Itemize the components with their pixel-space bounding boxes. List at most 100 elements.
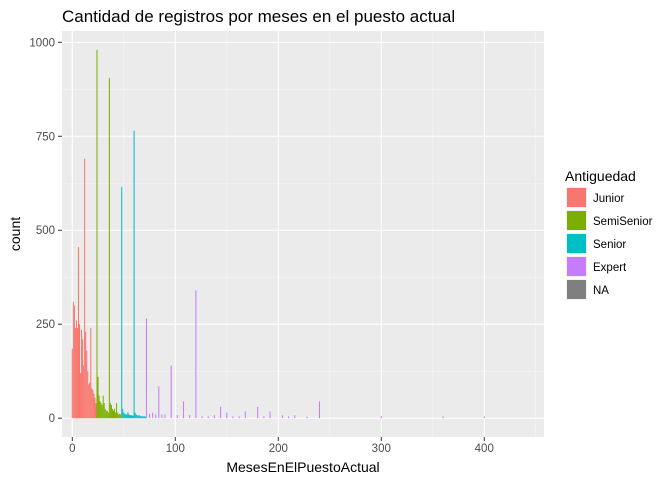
bar-senior — [141, 416, 143, 419]
bar-senior — [125, 414, 127, 419]
legend-swatch-semisenior — [567, 211, 586, 230]
bar-expert — [213, 415, 215, 419]
y-tick-label: 1000 — [29, 37, 55, 49]
bar-semisenior — [118, 414, 120, 419]
bar-expert — [244, 411, 246, 419]
bar-expert — [238, 416, 240, 419]
bar-senior — [136, 415, 138, 419]
bar-expert — [161, 414, 163, 419]
bar-senior — [132, 415, 134, 419]
bar-senior — [133, 130, 135, 419]
bar-junior — [75, 320, 77, 419]
bar-junior — [85, 331, 87, 419]
bar-expert — [176, 415, 178, 419]
legend-label-senior: Senior — [593, 239, 626, 251]
bar-junior — [88, 384, 90, 419]
bar-junior — [89, 382, 91, 419]
bar-semisenior — [96, 49, 98, 419]
bar-senior — [135, 414, 137, 419]
bar-senior — [138, 415, 140, 419]
legend-swatch-senior — [567, 234, 586, 253]
bar-senior — [140, 416, 142, 419]
bar-senior — [131, 415, 133, 419]
bar-senior — [143, 416, 145, 419]
bar-senior — [122, 408, 124, 419]
bar-expert — [442, 416, 444, 419]
bar-semisenior — [106, 410, 108, 419]
bar-semisenior — [109, 403, 111, 419]
bar-senior — [123, 412, 125, 419]
bar-semisenior — [115, 412, 117, 419]
bar-expert — [232, 416, 234, 419]
bar-semisenior — [99, 401, 101, 419]
bar-junior — [73, 305, 75, 419]
legend-swatch-junior — [567, 188, 586, 207]
bar-expert — [483, 416, 485, 419]
x-tick-label: 200 — [269, 443, 288, 455]
bar-expert — [263, 416, 265, 419]
bar-expert — [281, 415, 283, 419]
bar-expert — [170, 365, 172, 419]
bar-junior — [78, 324, 81, 419]
bar-junior — [80, 373, 82, 419]
bar-expert — [183, 401, 185, 419]
x-axis-label: MesesEnElPuestoActual — [226, 459, 379, 475]
bar-junior — [77, 247, 79, 419]
bar-expert — [257, 406, 259, 419]
bar-semisenior — [111, 408, 113, 419]
bar-junior — [91, 388, 93, 419]
bar-semisenior — [112, 410, 115, 419]
bar-senior — [130, 415, 132, 419]
bars-layer — [71, 49, 485, 419]
bar-semisenior — [100, 403, 102, 419]
y-tick-label: 500 — [36, 225, 55, 237]
bar-junior — [90, 327, 92, 419]
bar-semisenior — [119, 413, 121, 419]
bar-expert — [226, 412, 228, 419]
bar-junior — [76, 327, 78, 419]
bar-junior — [86, 350, 88, 419]
bar-senior — [142, 416, 144, 419]
bar-semisenior — [120, 414, 122, 419]
legend-items: Junior SemiSenior Senior Expert NA — [566, 187, 653, 300]
bar-semisenior — [97, 376, 99, 419]
chart-title: Cantidad de registros por meses en el pu… — [62, 7, 455, 26]
bar-expert — [164, 414, 166, 419]
bar-expert — [201, 416, 203, 419]
bar-junior — [87, 371, 89, 419]
bar-semisenior — [104, 408, 106, 419]
plot-panel — [62, 31, 544, 437]
bar-junior — [72, 301, 74, 419]
bar-semisenior — [110, 405, 112, 419]
legend-label-semisenior: SemiSenior — [593, 216, 653, 228]
bar-senior — [121, 187, 123, 419]
bar-semisenior — [98, 395, 100, 419]
bar-senior — [127, 412, 129, 419]
bar-expert — [288, 416, 290, 419]
y-tick-label: 0 — [49, 413, 55, 425]
bar-senior — [139, 415, 141, 419]
x-tick-label: 0 — [69, 443, 75, 455]
bar-semisenior — [107, 412, 109, 419]
y-axis: 0 250 500 750 1000 — [29, 37, 62, 425]
bar-expert — [155, 414, 157, 419]
bar-junior — [74, 327, 76, 419]
bar-senior — [134, 412, 136, 419]
bar-semisenior — [108, 77, 110, 419]
legend-label-expert: Expert — [593, 262, 627, 274]
bar-senior — [128, 414, 130, 419]
bar-semisenior — [103, 403, 105, 419]
bar-expert — [269, 411, 271, 419]
bar-semisenior — [102, 395, 104, 419]
legend: Antiguedad Junior SemiSenior Senior Expert N… — [565, 168, 653, 300]
legend-label-junior: Junior — [593, 193, 624, 205]
bar-expert — [380, 415, 382, 419]
bar-senior — [144, 416, 146, 419]
bar-junior — [93, 393, 95, 419]
bar-semisenior — [105, 410, 107, 419]
x-tick-label: 100 — [166, 443, 185, 455]
bar-expert — [158, 386, 160, 419]
legend-swatch-na — [567, 280, 586, 299]
bar-junior — [81, 329, 83, 419]
